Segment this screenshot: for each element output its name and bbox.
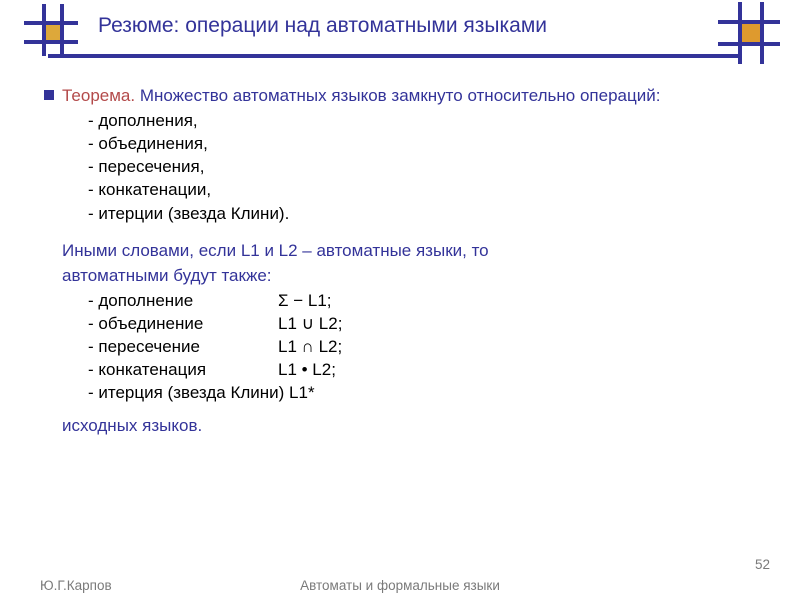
- title-deco-left: [32, 10, 76, 54]
- list-item: - итерция (звезда Клини) L1*: [62, 381, 760, 404]
- operations-with-expressions: - дополнение Σ − L1; - объединение L1 ∪ …: [62, 289, 760, 405]
- final-line: исходных языков.: [62, 414, 760, 437]
- title-deco-right: [724, 8, 778, 66]
- footer-page-number: 52: [755, 557, 770, 572]
- list-item: - объединение L1 ∪ L2;: [62, 312, 760, 335]
- op-expr: L1 ∪ L2;: [278, 312, 342, 335]
- theorem-text: Множество автоматных языков замкнуто отн…: [140, 86, 661, 105]
- closed-operations-list: - дополнения, - объединения, - пересечен…: [62, 109, 760, 225]
- intro-line-1: Иными словами, если L1 и L2 – автоматные…: [62, 239, 760, 262]
- slide-body: Теорема. Множество автоматных языков зам…: [62, 84, 760, 440]
- op-name: - объединение: [88, 312, 278, 335]
- list-item: - пересечения,: [62, 155, 760, 178]
- list-item: - дополнения,: [62, 109, 760, 132]
- op-name: - дополнение: [88, 289, 278, 312]
- theorem-label: Теорема.: [62, 86, 135, 105]
- intro-line-2: автоматными будут также:: [62, 264, 760, 287]
- op-name: - конкатенация: [88, 358, 278, 381]
- op-name: - пересечение: [88, 335, 278, 358]
- title-underline: [48, 54, 742, 58]
- slide-title: Резюме: операции над автоматными языками: [98, 14, 720, 38]
- footer-title: Автоматы и формальные языки: [0, 578, 800, 593]
- list-item: - итерции (звезда Клини).: [62, 202, 760, 225]
- op-expr: L1 ∩ L2;: [278, 335, 342, 358]
- list-item: - конкатенации,: [62, 178, 760, 201]
- op-name: - итерция (звезда Клини) L1*: [88, 381, 315, 404]
- list-item: - объединения,: [62, 132, 760, 155]
- list-item: - конкатенация L1 • L2;: [62, 358, 760, 381]
- theorem-line: Теорема. Множество автоматных языков зам…: [62, 84, 760, 107]
- op-expr: L1 • L2;: [278, 358, 336, 381]
- list-item: - дополнение Σ − L1;: [62, 289, 760, 312]
- op-expr: Σ − L1;: [278, 289, 332, 312]
- slide: Резюме: операции над автоматными языками…: [0, 0, 800, 600]
- bullet-icon: [44, 90, 54, 100]
- list-item: - пересечение L1 ∩ L2;: [62, 335, 760, 358]
